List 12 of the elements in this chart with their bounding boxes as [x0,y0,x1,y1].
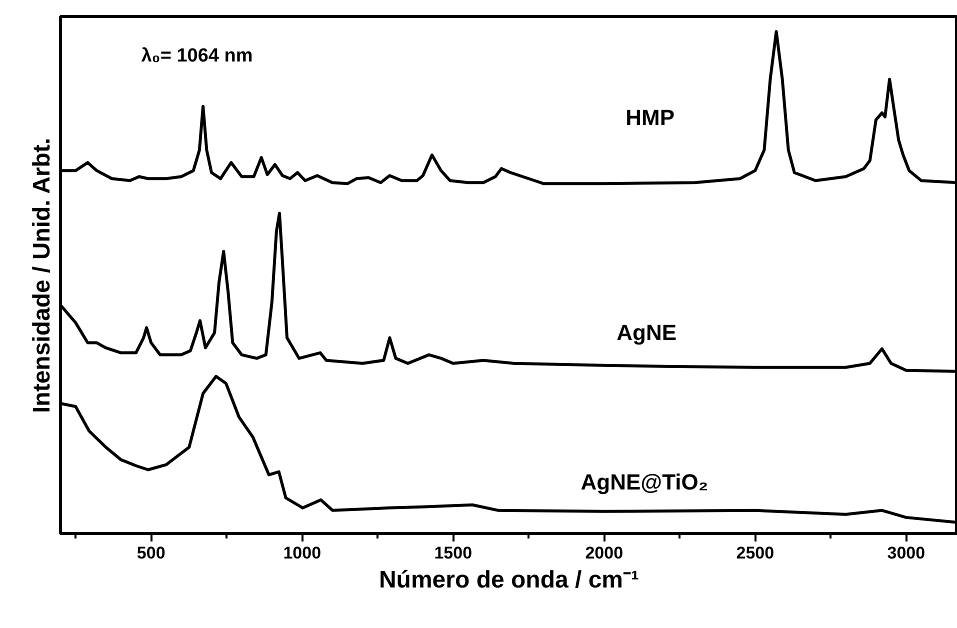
x-tick-label: 2000 [585,544,624,562]
x-tick-label: 3000 [887,544,926,562]
text: HMP [626,105,674,130]
x-tick-label: 1000 [283,544,322,562]
x-tick-label: 2500 [736,544,774,562]
x-axis-title: Número de onda / cm⁻¹ [378,566,640,594]
y-axis-title: Intensidade / Unid. Arbt. [28,138,56,414]
annotation: λ₀= 1064 nm [141,46,253,67]
series-label: AgNE [616,320,677,345]
x-tick-label: 500 [136,544,166,562]
series-label: AgNE@TiO₂ [580,470,708,495]
x-tick-label: 1500 [434,544,472,562]
